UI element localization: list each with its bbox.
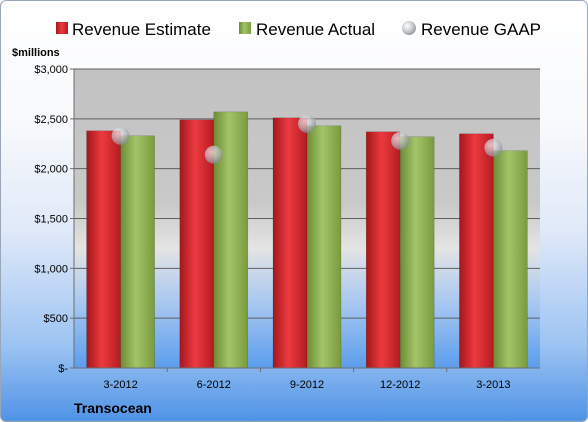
company-name: Transocean [74,400,152,416]
y-tick-label: $2,500 [34,114,68,126]
bar-revenue-actual [493,150,528,369]
marker-revenue-gaap [298,114,316,133]
legend-label-gaap: Revenue GAAP [421,20,541,39]
x-tick-label: 3-2012 [103,379,137,391]
marker-revenue-gaap [391,131,410,150]
x-tick-label: 3-2013 [476,379,510,391]
legend-item-revenue-gaap[interactable]: Revenue GAAP [402,20,541,39]
y-tick-label: $- [58,363,68,375]
legend-swatch-actual [239,22,251,34]
marker-revenue-gaap [484,138,503,157]
gaap-markers [111,114,503,164]
y-tick-label: $1,500 [34,214,68,226]
bar-revenue-estimate [272,117,308,369]
legend-item-revenue-actual[interactable]: Revenue Actual [239,20,375,39]
x-axis-ticks: 3-2012 6-2012 9-2012 12-2012 3-2013 [103,368,511,391]
bar-revenue-actual [399,136,435,369]
x-tick-label: 9-2012 [290,379,324,391]
bar-revenue-actual [306,125,342,369]
y-axis-ticks: $- $500 $1,000 $1,500 $2,000 $2,500 $3,000 [34,64,74,375]
legend-label-actual: Revenue Actual [256,20,375,39]
bar-revenue-actual [120,135,155,369]
bar-revenue-estimate [365,131,401,369]
legend-swatch-gaap [402,21,416,35]
bars [86,111,528,369]
legend-item-revenue-estimate[interactable]: Revenue Estimate [56,20,211,39]
y-tick-label: $3,000 [34,64,68,76]
legend-swatch-estimate [56,22,68,34]
y-tick-label: $500 [44,313,68,325]
y-tick-label: $1,000 [34,263,68,275]
y-axis-unit-label: $millions [12,47,60,59]
bar-revenue-estimate [86,130,121,369]
x-tick-label: 12-2012 [380,379,420,391]
y-tick-label: $2,000 [34,164,68,176]
bar-revenue-estimate [459,133,494,369]
marker-revenue-gaap [111,126,130,145]
x-tick-label: 6-2012 [197,379,231,391]
legend: Revenue Estimate Revenue Actual Revenue … [56,20,541,39]
legend-label-estimate: Revenue Estimate [72,20,211,39]
marker-revenue-gaap [204,145,223,164]
